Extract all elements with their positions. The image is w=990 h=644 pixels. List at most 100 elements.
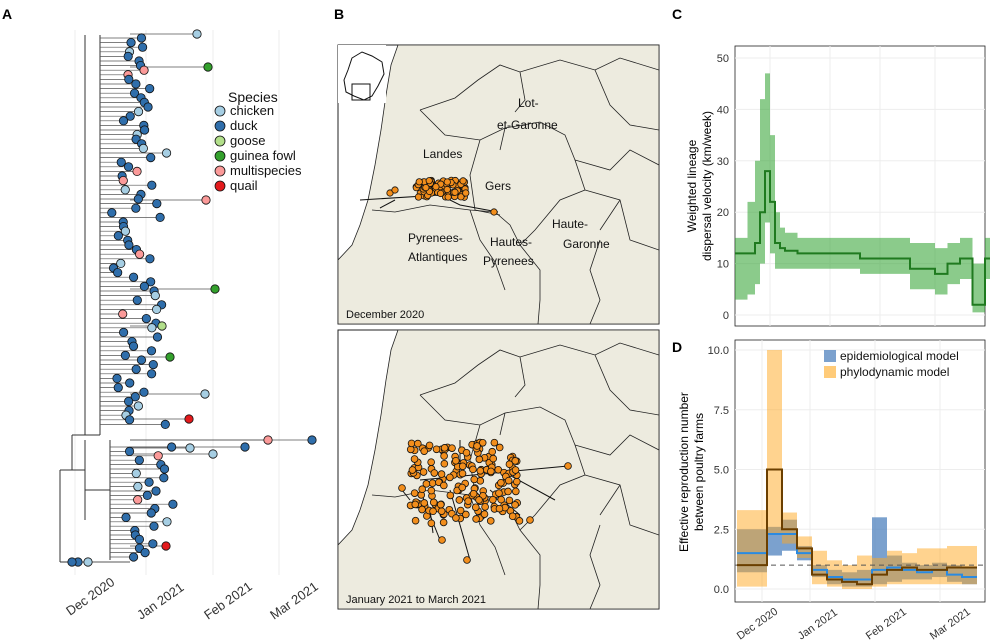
outbreak-node — [414, 193, 423, 201]
outbreak-node — [414, 439, 422, 448]
outbreak-node — [440, 481, 448, 490]
tree-tip — [125, 111, 135, 121]
tree-tip — [208, 449, 218, 459]
map-label: Pyrenees- — [408, 231, 463, 245]
tree-tip — [118, 116, 129, 126]
outbreak-node — [443, 178, 451, 186]
department-border — [519, 159, 586, 246]
transmission-link — [401, 489, 411, 501]
outbreak-nodes — [386, 176, 498, 216]
tree-tip — [124, 240, 134, 250]
outbreak-node — [419, 468, 428, 476]
transmission-link — [379, 199, 396, 209]
tree-tip — [168, 499, 178, 509]
outbreak-node — [427, 486, 436, 495]
legend-swatch — [214, 135, 226, 147]
tree-tip — [67, 557, 77, 567]
chart-d-y-ticks: 0.0 2.5 5.0 7.5 10.0 — [708, 345, 729, 596]
outbreak-node — [464, 497, 472, 505]
panel-c-letter: C — [672, 6, 682, 22]
tree-tip — [118, 309, 128, 319]
outbreak-node — [411, 516, 420, 525]
outbreak-node — [476, 466, 485, 475]
ci-bar — [752, 510, 767, 587]
tree-tip — [126, 37, 136, 48]
ci-bar — [737, 510, 752, 587]
tree-tip — [129, 88, 140, 98]
tree-tip — [162, 517, 172, 527]
tree-tip — [159, 473, 169, 483]
outbreak-node — [469, 489, 478, 498]
tree-tip — [161, 541, 171, 551]
chart-c-ylabel-2: dispersal velocity (km/week) — [700, 111, 714, 261]
chart-c: 0 10 20 30 40 50 Weighted lineage dispersal v… — [685, 45, 990, 327]
tree-tip — [131, 203, 141, 213]
tree-tip — [133, 495, 143, 505]
outbreak-node — [418, 485, 427, 494]
tree-tip — [116, 258, 126, 268]
panel-b-letter: B — [334, 6, 344, 22]
department-border — [599, 484, 621, 516]
map-label: Landes — [423, 147, 462, 161]
map-label: Gers — [485, 179, 511, 193]
tree-tip — [113, 231, 123, 241]
outbreak-node — [489, 454, 498, 463]
y-tick-label: 50 — [717, 53, 729, 65]
tree-tip — [152, 199, 162, 209]
map-label: Pyrenees — [483, 254, 534, 268]
outbreak-node — [420, 447, 429, 455]
department-border — [589, 239, 601, 324]
chart-c-ylabel-1: Weighted lineage — [685, 139, 699, 232]
legend-phylo: phylodynamic model — [840, 365, 949, 379]
chart-d-ylabel-2: between poultry farms — [692, 413, 706, 531]
outbreak-node — [427, 458, 435, 466]
ci-bar — [812, 550, 827, 585]
tree-tip — [120, 226, 131, 236]
y-tick-label: 10 — [717, 259, 729, 271]
chart-c-line — [735, 170, 990, 306]
tree-tip — [141, 313, 151, 324]
outbreak-node — [420, 499, 429, 507]
ci-bar — [917, 548, 932, 585]
outbreak-node — [427, 519, 436, 528]
outbreak-node — [513, 477, 521, 486]
d-tick-mar: Mar 2021 — [928, 606, 973, 642]
chart-c-y-ticks: 0 10 20 30 40 50 — [717, 53, 729, 322]
tree-tip — [113, 267, 123, 278]
france-inset — [338, 45, 386, 103]
legend-item-label: guinea fowl — [230, 148, 296, 163]
tree-tip — [132, 295, 142, 305]
tree-branches — [59, 33, 312, 563]
outbreak-node — [429, 498, 438, 507]
outbreak-node — [504, 487, 512, 496]
legend-swatch — [214, 120, 226, 132]
outbreak-node — [432, 445, 441, 454]
tree-tip — [161, 148, 172, 158]
tree-tip — [139, 387, 149, 397]
tree-tick-mar: Mar 2021 — [267, 579, 321, 623]
outbreak-node — [462, 448, 471, 457]
tree-tip — [133, 401, 144, 411]
legend-swatch — [214, 150, 226, 162]
tree-tip — [145, 254, 155, 264]
map-label: Hautes- — [490, 235, 532, 249]
tree-tip — [124, 446, 135, 456]
tree-tip — [144, 477, 154, 487]
tree-tips — [67, 29, 317, 567]
tree-tip — [134, 534, 145, 545]
y-tick-label: 7.5 — [714, 405, 729, 417]
tree-tip — [120, 185, 130, 195]
panel-a-letter: A — [2, 6, 12, 22]
chart-d-legend: epidemiological model phylodynamic model — [824, 349, 959, 379]
y-tick-label: 20 — [717, 207, 729, 219]
d-tick-dec: Dec 2020 — [735, 606, 780, 643]
department-borders — [371, 57, 659, 324]
y-tick-label: 0 — [723, 310, 729, 322]
y-tick-label: 10.0 — [708, 345, 729, 357]
tree-tip — [116, 157, 126, 167]
department-border — [514, 356, 526, 398]
tree-tip — [123, 162, 134, 172]
outbreak-node — [472, 515, 480, 523]
ci-bar — [872, 557, 887, 587]
